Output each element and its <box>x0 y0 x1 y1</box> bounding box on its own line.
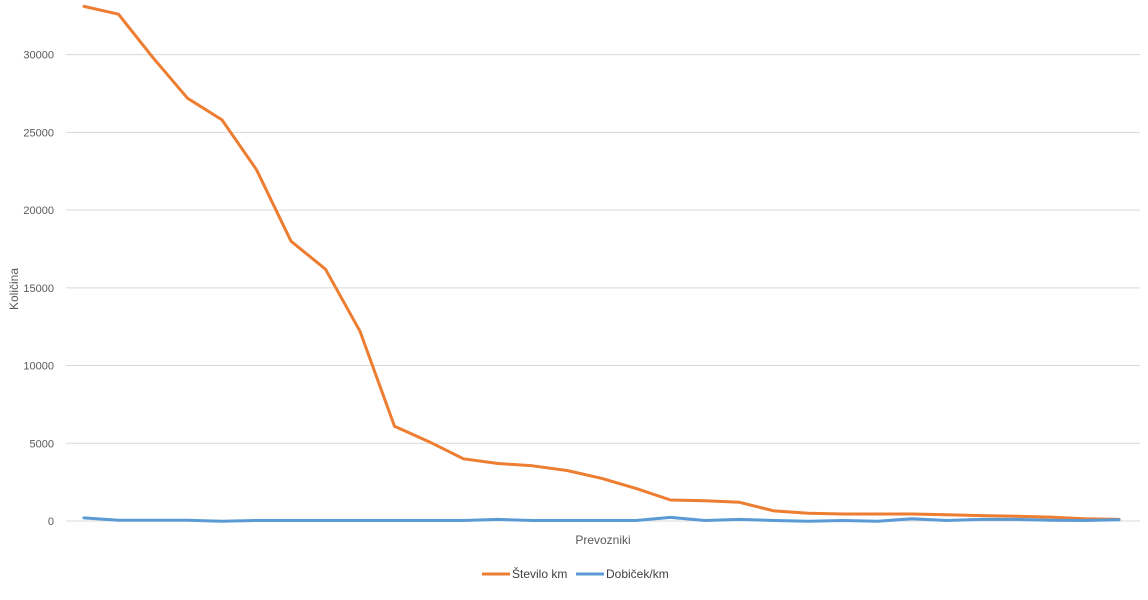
series-line-stevilo-km <box>82 4 1121 521</box>
y-tick-label: 10000 <box>23 361 54 373</box>
y-tick-label: 15000 <box>23 283 54 295</box>
y-tick-label: 20000 <box>23 205 54 217</box>
legend-label-stevilo-km: Število km <box>512 566 567 581</box>
series-line-dobicek-km <box>82 515 1121 523</box>
legend-item-stevilo-km: Število km <box>482 566 567 581</box>
y-tick-label: 0 <box>48 516 54 528</box>
y-tick-label: 25000 <box>23 127 54 139</box>
y-axis-title: Količina <box>7 268 21 310</box>
y-tick-label: 5000 <box>30 438 54 450</box>
y-axis-tick-labels: 0 5000 10000 15000 20000 25000 30000 <box>23 50 54 528</box>
legend: Število km Dobiček/km <box>482 566 669 581</box>
gridlines <box>66 54 1140 522</box>
series-lines <box>82 4 1121 523</box>
legend-item-dobicek-km: Dobiček/km <box>576 567 669 581</box>
legend-label-dobicek-km: Dobiček/km <box>606 567 669 581</box>
y-tick-label: 30000 <box>23 50 54 62</box>
x-axis-title: Prevozniki <box>575 533 630 547</box>
